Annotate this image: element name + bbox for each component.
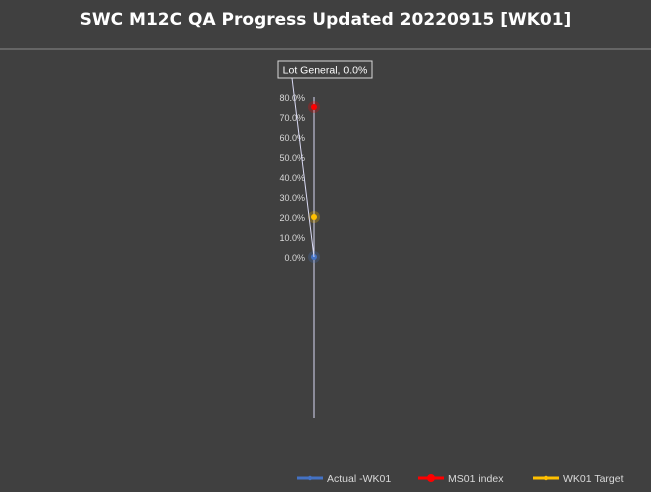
legend-label: MS01 index xyxy=(448,473,504,485)
tick-label: 70.0% xyxy=(279,113,305,123)
data-label: Lot General, 0.0% xyxy=(283,65,368,77)
data-label-box xyxy=(277,60,373,79)
tick-label: 10.0% xyxy=(279,233,305,243)
legend-marker xyxy=(543,475,549,481)
chart-title: SWC M12C QA Progress Updated 20220915 [W… xyxy=(79,10,572,30)
legend-marker xyxy=(307,475,313,481)
series-marker xyxy=(311,214,317,220)
legend-marker xyxy=(427,474,435,482)
legend-label: Actual -WK01 xyxy=(327,473,391,485)
series-marker xyxy=(311,104,317,110)
tick-label: 20.0% xyxy=(279,213,305,223)
tick-label-layer: 0.0% 10.0% 20.0% 30.0% 40.0% 50.0% 60.0% 70.0% 8… xyxy=(279,93,305,263)
tick-label: 40.0% xyxy=(279,173,305,183)
data-label-layer: Lot General, 0.0% xyxy=(277,60,373,258)
series-layer xyxy=(308,101,320,263)
tick-label: 50.0% xyxy=(279,153,305,163)
data-label-leader xyxy=(291,77,315,258)
tick-label: 80.0% xyxy=(279,93,305,103)
legend: Actual -WK01 MS01 index WK01 Target xyxy=(297,473,624,485)
tick-label: 0.0% xyxy=(284,253,305,263)
tick-label: 30.0% xyxy=(279,193,305,203)
legend-label: WK01 Target xyxy=(563,473,624,485)
tick-label: 60.0% xyxy=(279,133,305,143)
